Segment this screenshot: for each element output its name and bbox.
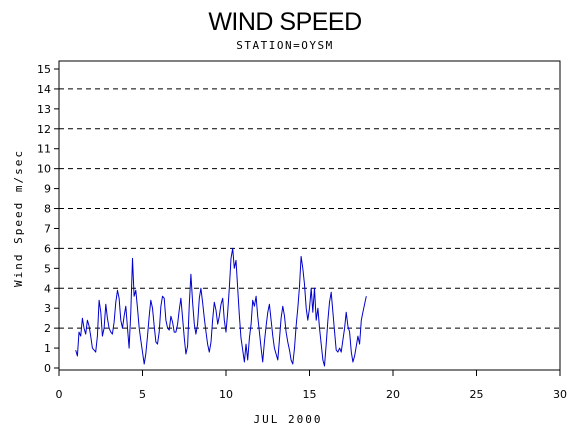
y-tick-label: 9	[44, 183, 51, 196]
y-tick-label: 7	[44, 222, 51, 235]
x-tick-label: 0	[56, 388, 63, 401]
x-tick-label: 5	[139, 388, 146, 401]
y-tick-label: 11	[37, 143, 51, 156]
x-tick-label: 30	[553, 388, 567, 401]
y-tick-label: 12	[37, 123, 51, 136]
chart-subtitle: STATION=OYSM	[236, 39, 333, 52]
y-tick-label: 8	[44, 203, 51, 216]
y-tick-label: 0	[44, 362, 51, 375]
x-axis: 0 5 10 15 20 25 30	[56, 370, 567, 401]
y-tick-label: 14	[37, 83, 51, 96]
y-tick-label: 2	[44, 322, 51, 335]
x-tick-label: 20	[386, 388, 400, 401]
series-group	[75, 247, 367, 367]
y-tick-label: 10	[37, 163, 51, 176]
x-tick-label: 25	[470, 388, 484, 401]
y-tick-label: 13	[37, 103, 51, 116]
y-tick-label: 3	[44, 302, 51, 315]
y-tick-label: 15	[37, 63, 51, 76]
y-tick-label: 4	[44, 282, 51, 295]
chart-title: WIND SPEED	[208, 8, 361, 36]
y-tick-label: 5	[44, 262, 51, 275]
y-tick-label: 6	[44, 242, 51, 255]
y-axis-label: Wind Speed m/sec	[12, 149, 25, 287]
x-axis-label: JUL 2000	[254, 413, 323, 426]
x-tick-label: 15	[303, 388, 317, 401]
wind-speed-line	[75, 247, 367, 367]
y-tick-label: 1	[44, 342, 51, 355]
gridlines	[59, 88, 560, 329]
x-tick-label: 10	[219, 388, 233, 401]
plot-frame	[58, 60, 561, 371]
